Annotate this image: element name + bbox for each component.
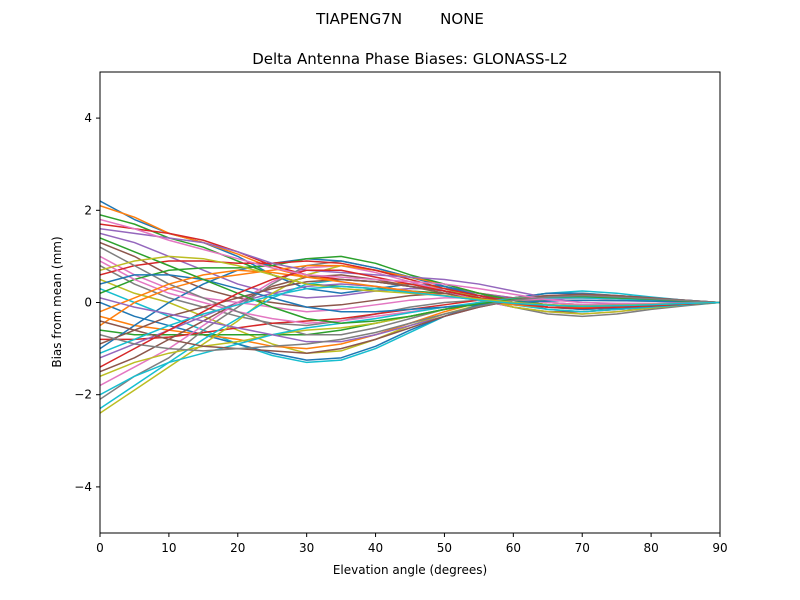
x-tick-label: 10	[161, 541, 176, 555]
y-tick-label: 4	[84, 111, 92, 125]
chart-title: Delta Antenna Phase Biases: GLONASS-L2	[252, 50, 568, 68]
x-tick-label: 80	[643, 541, 658, 555]
y-axis: −4 −2 0 2 4	[74, 111, 100, 494]
x-axis-label: Elevation angle (degrees)	[333, 563, 487, 577]
x-tick-label: 0	[96, 541, 104, 555]
chart-suptitle: TIAPENG7N NONE	[315, 10, 484, 28]
y-tick-label: 2	[84, 203, 92, 217]
x-tick-label: 30	[299, 541, 314, 555]
y-tick-label: −4	[74, 480, 92, 494]
x-tick-label: 70	[575, 541, 590, 555]
series-line	[100, 293, 720, 354]
series-layer	[100, 200, 720, 414]
series-line	[100, 218, 720, 305]
x-tick-label: 50	[437, 541, 452, 555]
x-tick-label: 60	[506, 541, 521, 555]
series-line	[100, 297, 720, 396]
series-line	[100, 237, 720, 324]
x-tick-label: 90	[712, 541, 727, 555]
x-tick-label: 20	[230, 541, 245, 555]
plot-frame	[99, 71, 721, 534]
series-line	[100, 269, 720, 368]
y-tick-label: −2	[74, 388, 92, 402]
x-axis: 0 10 20 30 40 50 60 70 80 90	[96, 533, 728, 555]
x-tick-label: 40	[368, 541, 383, 555]
series-line	[100, 285, 720, 354]
y-axis-label: Bias from mean (mm)	[50, 236, 64, 367]
series-line	[100, 294, 720, 352]
y-tick-label: 0	[84, 296, 92, 310]
